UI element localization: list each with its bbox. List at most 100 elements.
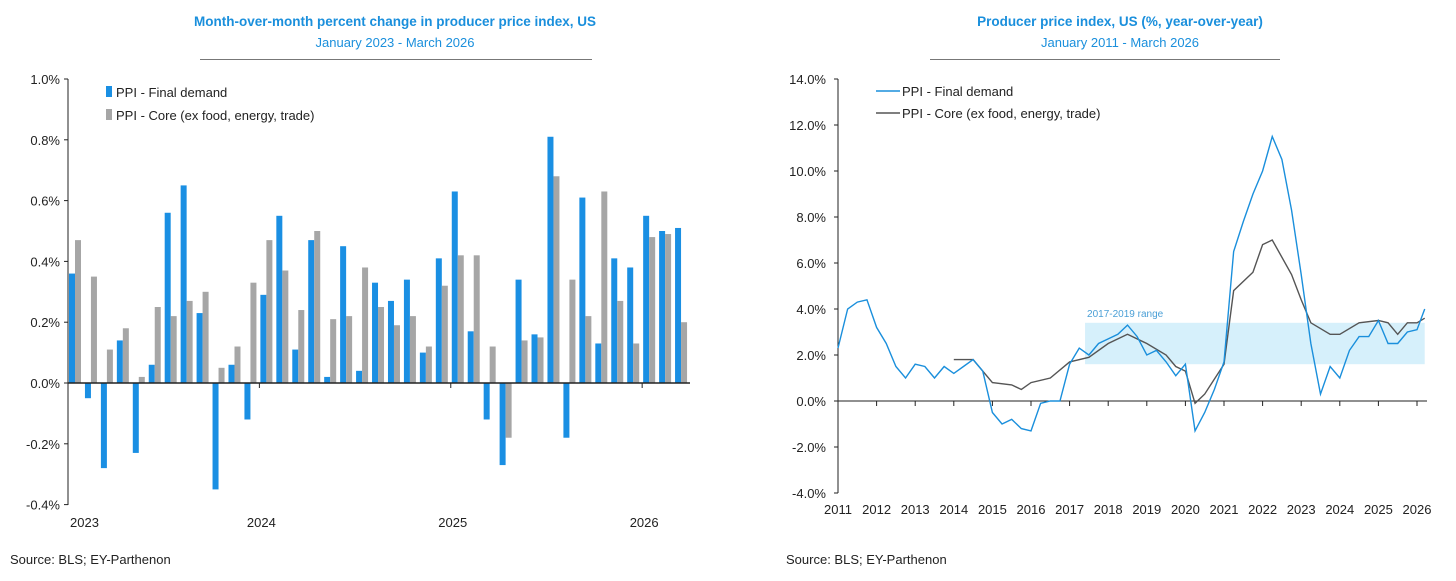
bar-core xyxy=(489,346,496,383)
line-core xyxy=(953,239,1426,405)
bar-core xyxy=(346,316,353,383)
y-tick-label: 0.0% xyxy=(796,394,826,409)
right-title-rule xyxy=(930,59,1280,60)
x-tick-label: 2018 xyxy=(1094,502,1123,517)
y-tick-label: -4.0% xyxy=(792,486,826,501)
x-tick-label: 2021 xyxy=(1210,502,1239,517)
bar-final-demand xyxy=(579,197,586,383)
y-tick-label: 8.0% xyxy=(796,210,826,225)
bar-core xyxy=(186,300,193,383)
line-final-demand xyxy=(837,134,1426,434)
x-tick-label: 2011 xyxy=(824,502,852,517)
right-chart-title: Producer price index, US (%, year-over-y… xyxy=(977,14,1263,29)
range-band-label: 2017-2019 range xyxy=(1087,309,1164,320)
bar-final-demand xyxy=(340,246,347,383)
bar-final-demand xyxy=(547,136,554,383)
bar-final-demand xyxy=(356,370,363,383)
bar-core xyxy=(409,316,416,383)
x-tick-label: 2023 xyxy=(70,515,99,530)
bar-core xyxy=(218,367,225,383)
legend-label: PPI - Final demand xyxy=(116,85,227,100)
bar-core xyxy=(521,340,528,383)
bar-core xyxy=(505,383,512,438)
x-tick-label: 2023 xyxy=(1287,502,1316,517)
x-tick-label: 2015 xyxy=(978,502,1007,517)
bar-final-demand xyxy=(627,267,634,383)
bar-final-demand xyxy=(308,240,315,383)
bar-core xyxy=(266,240,273,383)
x-tick-label: 2012 xyxy=(862,502,891,517)
bar-core xyxy=(298,310,305,383)
legend-label: PPI - Core (ex food, energy, trade) xyxy=(902,106,1100,121)
bar-final-demand xyxy=(563,383,570,438)
y-tick-label: 14.0% xyxy=(789,72,826,87)
x-tick-label: 2026 xyxy=(630,515,659,530)
y-tick-label: 0.2% xyxy=(30,315,60,330)
bar-core xyxy=(106,349,113,383)
bar-core xyxy=(585,316,592,383)
bar-final-demand xyxy=(643,215,650,383)
x-tick-label: 2022 xyxy=(1248,502,1277,517)
bar-final-demand xyxy=(515,279,522,383)
x-tick-label: 2025 xyxy=(438,515,467,530)
bar-final-demand xyxy=(212,383,219,490)
bar-core xyxy=(601,191,608,383)
bar-core xyxy=(378,307,385,383)
y-tick-label: 4.0% xyxy=(796,302,826,317)
bar-core xyxy=(457,255,464,383)
bar-final-demand xyxy=(451,191,458,383)
x-tick-label: 2020 xyxy=(1171,502,1200,517)
bar-final-demand xyxy=(180,185,187,383)
y-tick-label: 1.0% xyxy=(30,72,60,87)
bar-final-demand xyxy=(435,258,442,383)
bar-final-demand xyxy=(260,294,267,383)
legend-swatch xyxy=(106,109,112,120)
bar-final-demand xyxy=(372,282,379,383)
bar-final-demand xyxy=(244,383,251,420)
legend-label: PPI - Core (ex food, energy, trade) xyxy=(116,108,314,123)
y-tick-label: -0.4% xyxy=(26,498,60,513)
x-tick-label: 2026 xyxy=(1403,502,1432,517)
bar-final-demand xyxy=(611,258,618,383)
bar-core xyxy=(681,322,688,383)
bar-core xyxy=(617,300,624,383)
bar-final-demand xyxy=(595,343,602,383)
bar-core xyxy=(234,346,241,383)
x-tick-label: 2014 xyxy=(939,502,968,517)
bar-core xyxy=(170,316,177,383)
bar-final-demand xyxy=(387,300,394,383)
bar-final-demand xyxy=(164,212,171,383)
left-title: Month-over-month percent change in produ… xyxy=(60,14,730,50)
bar-final-demand xyxy=(499,383,506,466)
bar-core xyxy=(154,307,161,383)
bar-core xyxy=(633,343,640,383)
y-tick-label: 12.0% xyxy=(789,118,826,133)
bar-final-demand xyxy=(659,231,666,383)
bar-final-demand xyxy=(196,313,203,383)
bar-final-demand xyxy=(419,352,426,383)
right-title: Producer price index, US (%, year-over-y… xyxy=(860,14,1380,50)
bar-core xyxy=(393,325,400,383)
right-chart-subtitle: January 2011 - March 2026 xyxy=(1040,35,1200,50)
bar-final-demand xyxy=(403,279,410,383)
legend-swatch xyxy=(106,86,112,97)
bar-final-demand xyxy=(324,376,331,383)
bar-final-demand xyxy=(675,227,682,383)
bar-final-demand xyxy=(69,273,75,383)
bar-final-demand xyxy=(132,383,139,453)
bar-core xyxy=(425,346,432,383)
y-tick-label: 0.6% xyxy=(30,194,60,209)
bar-core xyxy=(441,285,448,383)
right-source: Source: BLS; EY-Parthenon xyxy=(786,552,947,567)
bar-core xyxy=(665,234,672,383)
x-tick-label: 2017 xyxy=(1055,502,1084,517)
bar-final-demand xyxy=(276,215,283,383)
bar-final-demand xyxy=(148,364,155,383)
bar-core xyxy=(202,291,209,383)
y-tick-label: 0.0% xyxy=(30,376,60,391)
bar-core xyxy=(330,319,337,383)
bar-final-demand xyxy=(531,334,538,383)
y-tick-label: -2.0% xyxy=(792,440,826,455)
left-chart-subtitle: January 2023 - March 2026 xyxy=(315,35,475,50)
